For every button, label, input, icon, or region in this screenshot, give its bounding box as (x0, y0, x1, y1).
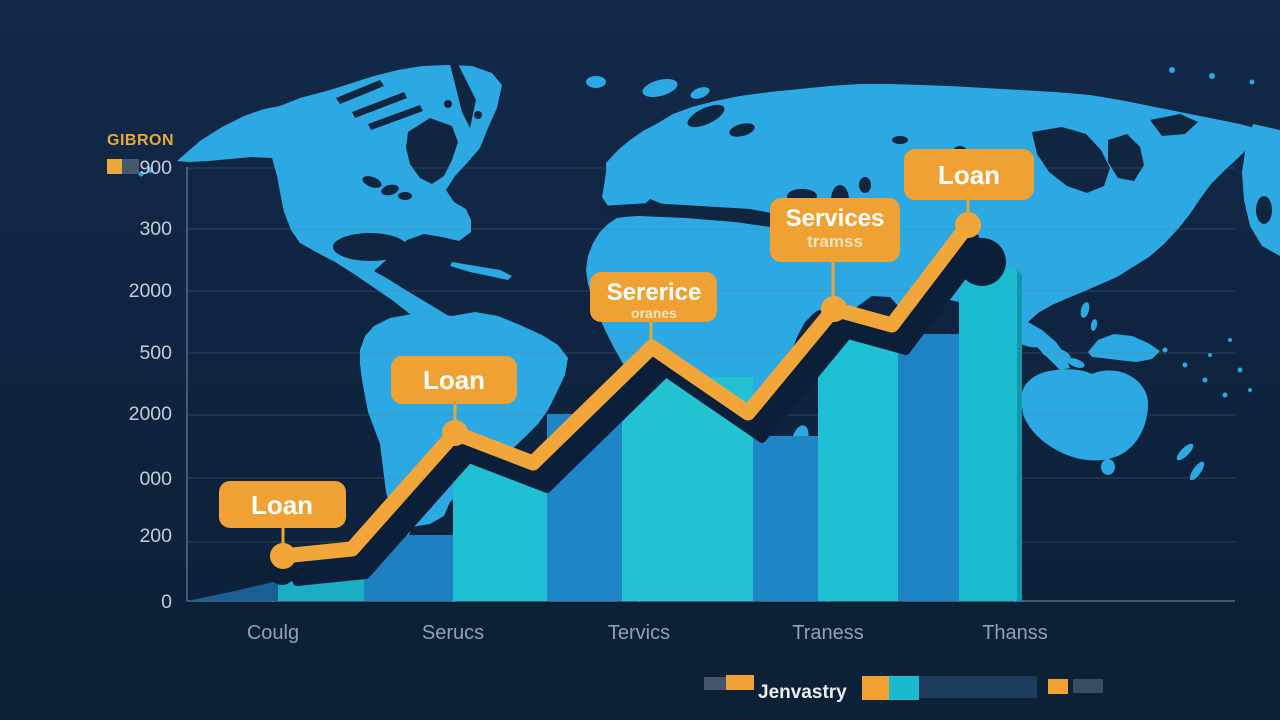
svg-text:oranes: oranes (631, 305, 677, 321)
svg-text:200: 200 (139, 525, 172, 547)
svg-text:000: 000 (139, 468, 172, 490)
svg-text:Thanss: Thanss (982, 622, 1048, 644)
svg-text:Sererice: Sererice (607, 279, 702, 306)
svg-text:tramss: tramss (807, 232, 863, 251)
svg-text:GIBRON: GIBRON (107, 132, 174, 149)
svg-text:2000: 2000 (129, 280, 173, 302)
svg-text:Traness: Traness (792, 622, 864, 644)
svg-text:300: 300 (139, 218, 172, 240)
svg-text:Serucs: Serucs (422, 622, 484, 644)
svg-text:Loan: Loan (938, 160, 1000, 190)
svg-text:Loan: Loan (423, 365, 485, 395)
svg-text:Tervics: Tervics (608, 622, 670, 644)
svg-text:0: 0 (161, 591, 172, 613)
svg-text:2000: 2000 (129, 403, 173, 425)
svg-text:Services: Services (786, 205, 885, 232)
svg-text:Coulg: Coulg (247, 622, 299, 644)
svg-text:500: 500 (139, 342, 172, 364)
svg-text:Loan: Loan (251, 490, 313, 520)
svg-text:Jenvastry: Jenvastry (758, 682, 847, 703)
svg-text:900: 900 (139, 157, 172, 179)
